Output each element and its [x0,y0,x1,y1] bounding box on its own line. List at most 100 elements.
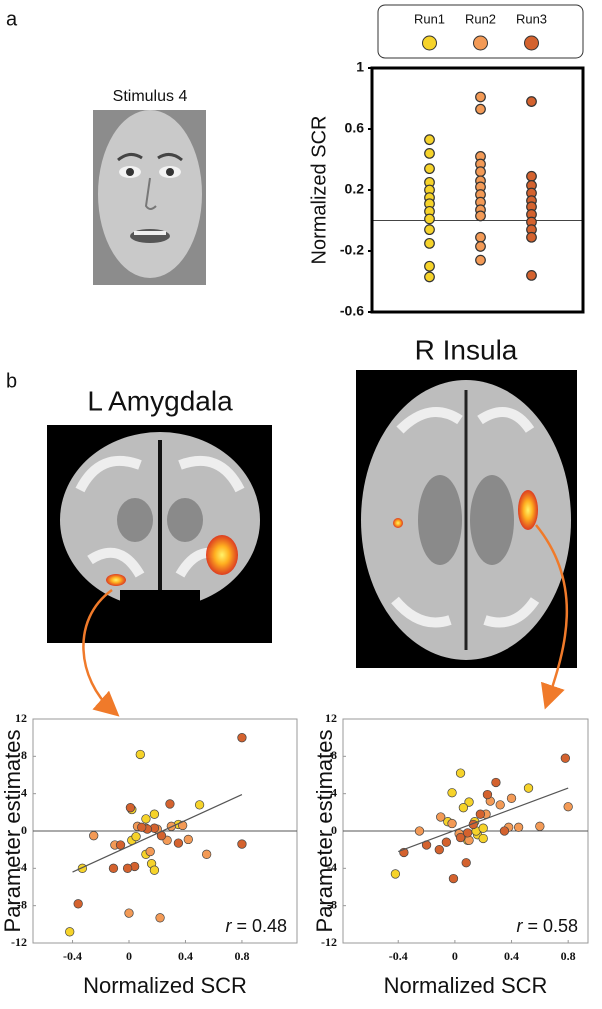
data-point [424,134,435,146]
y-tick-label: 8 [21,748,27,762]
legend-label: Run3 [516,11,547,26]
x-tick-label: 0.4 [178,949,193,963]
data-point [65,927,75,937]
data-point [194,800,205,810]
data-point [526,231,537,243]
data-point [475,254,486,266]
data-point [145,846,155,857]
legend-label: Run2 [465,11,496,26]
data-point [499,826,510,836]
data-point [124,908,134,918]
data-point [424,237,435,249]
data-point [475,91,486,103]
data-point [475,210,486,222]
legend-marker [473,35,488,51]
data-point [560,753,570,763]
y-tick-label: 4 [21,785,27,799]
data-point [122,863,133,873]
data-point [436,812,446,822]
y-tick-label: -4 [327,860,337,874]
x-tick-label: 0.8 [234,949,249,963]
data-point [115,840,126,850]
data-point [424,213,435,225]
data-point [177,820,188,831]
data-point [526,270,537,281]
x-axis-label: Normalized SCR [384,973,548,998]
arrow [535,524,569,710]
data-point [464,797,474,807]
data-point [523,783,534,793]
data-point [447,788,457,798]
panel-label: a [6,8,18,30]
y-tick-label: -0.2 [340,242,364,258]
data-point [447,818,457,829]
annotation: r = 0.58 [516,916,578,936]
data-point [462,828,473,838]
image-title: L Amygdala [87,385,233,416]
data-point [237,839,247,849]
data-point [201,849,212,859]
y-tick-label: 0.6 [345,120,365,136]
data-point [141,814,151,824]
data-point [89,831,99,841]
data-point [434,845,444,855]
brain-image [47,425,272,643]
data-point [475,809,486,819]
annotation-symbol: r [225,916,232,936]
data-point [424,147,435,159]
data-point [237,733,247,743]
data-point [475,103,486,115]
y-tick-label: -4 [17,860,27,874]
x-tick-label: 0 [452,949,458,963]
x-axis-label: Normalized SCR [83,973,247,998]
y-tick-label: 8 [331,748,337,762]
data-point [455,832,466,843]
data-point [495,800,505,810]
y-axis-label: Parameter estimates [312,730,337,933]
y-tick-label: -8 [327,897,337,911]
data-point [475,231,486,243]
annotation: r = 0.48 [225,916,287,936]
data-point [149,809,160,819]
data-point [448,873,459,884]
y-tick-label: -12 [321,935,337,949]
panel-label: b [6,370,17,392]
data-point [513,822,524,832]
data-point [137,822,147,832]
brain-image [356,370,577,668]
data-point [455,768,466,778]
annotation-text: = 0.58 [527,916,578,936]
data-point [155,913,165,923]
y-tick-label: 12 [15,711,27,725]
data-point [73,899,83,909]
data-point [461,858,471,868]
data-point [135,749,145,760]
data-point [390,869,401,879]
data-point [475,241,486,252]
data-point [131,831,141,842]
data-point [535,821,545,831]
data-point [526,96,537,107]
y-tick-label: 1 [356,59,364,75]
data-point [424,260,435,272]
data-point [149,865,160,875]
data-point [478,833,488,844]
data-point [414,826,425,836]
y-axis-label: Parameter estimates [0,730,25,933]
data-point [482,789,493,800]
data-point [424,271,435,283]
data-point [108,863,119,873]
y-tick-label: -8 [17,897,27,911]
x-tick-label: 0 [126,949,132,963]
x-tick-label: -0.4 [63,949,82,963]
image-title: Stimulus 4 [113,88,188,105]
legend-label: Run1 [414,11,445,26]
data-point [475,166,486,178]
y-tick-label: -0.6 [340,303,364,319]
annotation-text: = 0.48 [236,916,287,936]
data-point [165,799,175,809]
data-point [441,837,452,847]
x-tick-label: 0.8 [561,949,576,963]
face-image [93,110,206,285]
fit-line [72,794,243,873]
